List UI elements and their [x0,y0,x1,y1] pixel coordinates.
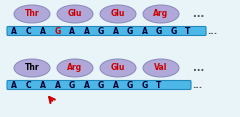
Text: A: A [113,26,118,35]
Text: C: C [26,26,31,35]
Text: A: A [40,26,46,35]
Ellipse shape [143,5,179,23]
Ellipse shape [57,5,93,23]
Text: G: G [98,80,104,90]
Ellipse shape [100,5,136,23]
Text: T: T [185,26,191,35]
Text: A: A [84,80,90,90]
Ellipse shape [143,59,179,77]
Ellipse shape [14,59,50,77]
Text: A: A [40,80,46,90]
Ellipse shape [100,59,136,77]
Text: G: G [141,80,148,90]
Text: A: A [84,26,90,35]
FancyBboxPatch shape [7,26,206,35]
Text: ...: ... [207,26,217,35]
Text: Glu: Glu [111,64,125,73]
Text: ...: ... [193,63,204,73]
Text: G: G [170,26,177,35]
Text: Thr: Thr [25,9,39,18]
Text: A: A [11,26,17,35]
Text: G: G [127,80,133,90]
Text: G: G [54,26,61,35]
Ellipse shape [57,59,93,77]
Text: G: G [156,26,162,35]
Text: Thr: Thr [25,64,39,73]
Text: ...: ... [192,80,202,90]
Text: G: G [127,26,133,35]
FancyBboxPatch shape [7,80,191,90]
Text: G: G [69,80,75,90]
Text: Arg: Arg [67,64,83,73]
Text: Glu: Glu [111,9,125,18]
Text: A: A [142,26,147,35]
Text: Glu: Glu [68,9,82,18]
Ellipse shape [14,5,50,23]
Text: A: A [11,80,17,90]
Text: A: A [113,80,118,90]
Text: A: A [54,80,60,90]
Text: A: A [69,26,75,35]
Text: Val: Val [154,64,168,73]
Text: ...: ... [193,9,204,19]
Text: T: T [156,80,162,90]
Text: G: G [98,26,104,35]
Text: C: C [26,80,31,90]
Text: Arg: Arg [153,9,168,18]
